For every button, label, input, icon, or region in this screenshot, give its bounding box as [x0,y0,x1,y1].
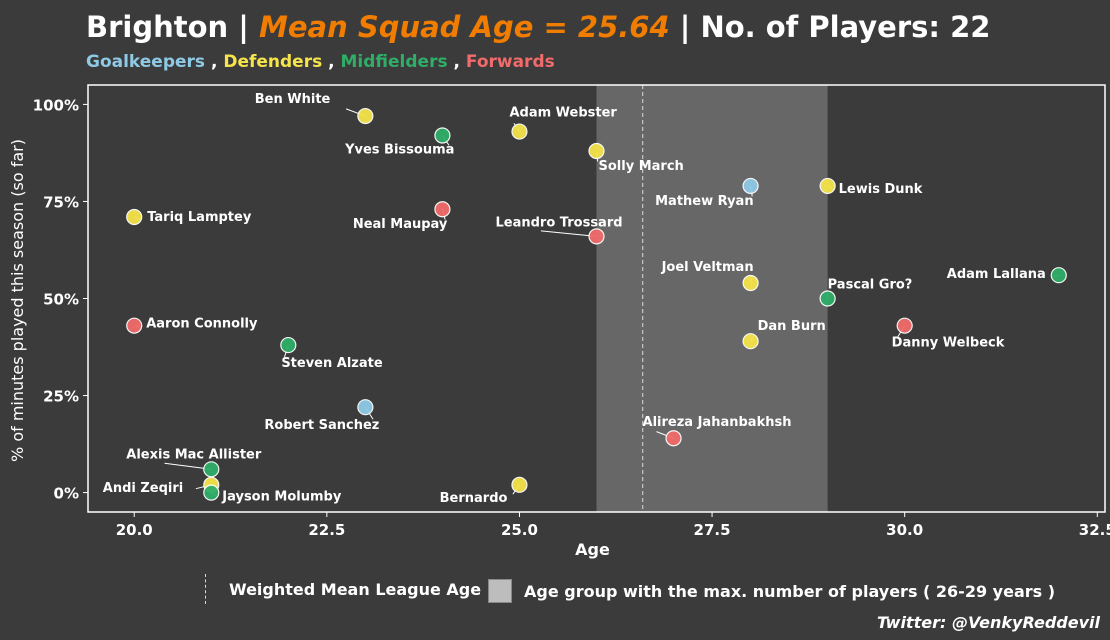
player-point [511,476,528,493]
y-axis-title: % of minutes played this season (so far) [8,139,27,462]
leader-line [540,230,597,237]
player-point [742,274,759,292]
player-label: Solly March [599,159,684,174]
x-axis-title: Age [575,540,610,559]
x-tick-label: 30.0 [886,521,923,539]
mean-age-legend-line [205,574,206,604]
y-tick-label: 0% [54,485,79,503]
player-label: Ben White [255,92,331,107]
player-label: Danny Welbeck [892,336,1005,351]
title-separator-2: | [669,10,701,44]
x-tick-label: 22.5 [308,521,345,539]
player-label: Alexis Mac Allister [126,447,262,462]
x-tick-label: 27.5 [694,521,731,539]
x-tick-label: 25.0 [501,521,538,539]
player-label: Bernardo [440,491,508,506]
player-label: Lewis Dunk [839,182,923,197]
player-point [819,177,836,195]
player-label: Dan Burn [758,319,826,334]
x-tick-label: 20.0 [116,521,153,539]
player-label: Pascal Gro? [828,278,913,293]
player-label: Adam Webster [509,106,617,121]
player-point [126,208,143,226]
player-label: Mathew Ryan [655,194,753,209]
player-point [742,333,759,350]
player-point [203,461,220,478]
player-label: Jayson Molumby [221,490,342,505]
x-tick-label: 32.5 [1079,521,1110,539]
player-label: Adam Lallana [947,267,1046,282]
player-point [126,317,143,334]
title-separator: | [228,10,259,44]
chart-title: Brighton | Mean Squad Age = 25.64 | No. … [86,10,990,44]
player-point [203,484,220,501]
age-group-band [596,85,828,512]
position-midfielders: Midfielders [340,52,448,72]
player-point [742,177,759,195]
player-point [588,142,605,160]
player-point [588,228,605,245]
player-label: Yves Bissouma [344,142,454,157]
players-count: No. of Players: 22 [700,10,991,44]
player-label: Andi Zeqiri [103,481,183,496]
player-point [357,107,374,125]
position-legend: Goalkeepers , Defenders , Midfielders , … [86,52,555,72]
player-label: Neal Maupay [353,217,448,232]
y-tick-label: 100% [33,96,79,114]
player-point [1050,267,1067,284]
comma: , [447,52,466,72]
player-label: Aaron Connolly [146,317,258,332]
comma: , [205,52,224,72]
position-defenders: Defenders [223,52,323,72]
player-point [357,399,374,416]
player-label: Steven Alzate [281,356,383,371]
position-forwards: Forwards [465,52,555,72]
player-point [665,430,682,447]
credit-text: Twitter: @VenkyReddevil [876,613,1100,632]
y-tick-label: 50% [43,291,79,309]
player-label: Tariq Lamptey [147,210,252,225]
mean-squad-age: Mean Squad Age = 25.64 [258,10,670,44]
player-point [896,317,913,334]
player-label: Leandro Trossard [496,215,623,230]
y-tick-label: 75% [43,193,79,211]
player-point [819,290,836,307]
player-point [434,127,451,144]
player-point [280,336,297,354]
player-point [434,201,451,218]
age-group-legend-label: Age group with the max. number of player… [524,582,1056,601]
comma: , [322,52,341,72]
team-name: Brighton [86,10,229,44]
player-label: Alireza Jahanbakhsh [643,415,792,430]
mean-age-legend-label: Weighted Mean League Age [229,580,482,599]
player-point [511,123,528,140]
player-label: Joel Veltman [661,260,754,275]
player-label: Robert Sanchez [264,418,379,433]
y-tick-label: 25% [43,388,79,406]
position-goalkeepers: Goalkeepers [86,52,206,72]
age-group-legend-box [488,579,512,603]
